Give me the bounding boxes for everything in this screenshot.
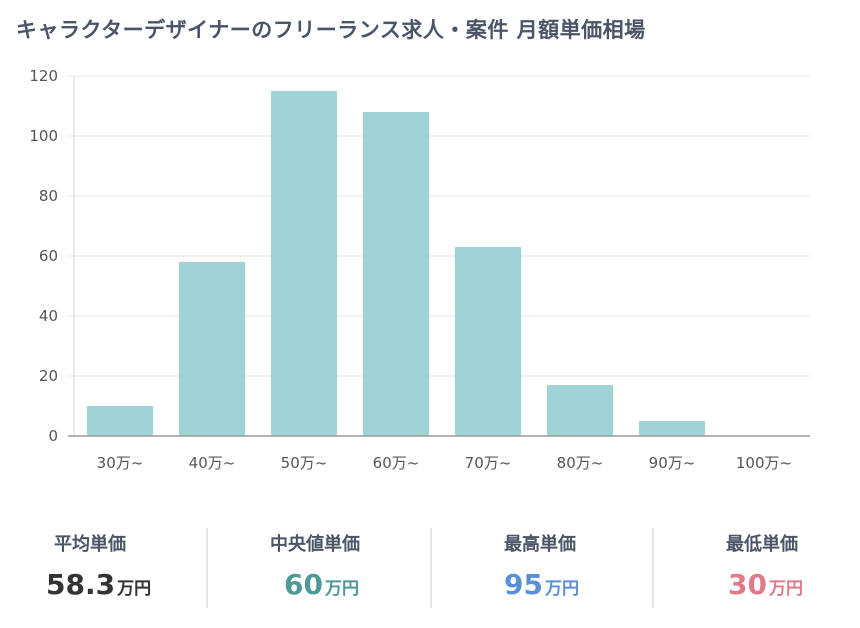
stat-average-number: 58.3 <box>46 568 116 601</box>
y-tick-label: 120 <box>29 67 58 85</box>
stat-min-unit: 万円 <box>768 579 803 599</box>
stat-min-number: 30 <box>728 568 767 601</box>
y-tick-label: 60 <box>39 247 58 265</box>
x-tick-label: 90万~ <box>649 454 696 472</box>
bar <box>178 262 246 436</box>
bar <box>362 112 430 436</box>
y-tick-label: 0 <box>48 427 58 445</box>
stat-average-value: 58.3 万円 <box>46 568 151 601</box>
stat-average-unit: 万円 <box>117 579 152 599</box>
stat-divider <box>206 528 208 608</box>
stat-max-number: 95 <box>504 568 543 601</box>
stat-average: 平均単価 58.3 万円 <box>0 528 206 608</box>
stat-divider <box>430 528 432 608</box>
x-tick-label: 70万~ <box>465 454 512 472</box>
stat-max-label: 最高単価 <box>504 534 576 555</box>
stat-median: 中央値単価 60 万円 <box>208 528 430 608</box>
bars <box>86 91 706 436</box>
stat-min: 最低単価 30 万円 <box>654 528 860 608</box>
stat-max-unit: 万円 <box>544 579 579 599</box>
stat-max: 最高単価 95 万円 <box>432 528 652 608</box>
x-tick-label: 60万~ <box>373 454 420 472</box>
bar <box>454 247 522 436</box>
y-tick-label: 40 <box>39 307 58 325</box>
x-axis: 30万~ 40万~ 50万~ 60万~ 70万~ 80万~ 90万~ 100万~ <box>68 435 810 472</box>
y-tick-label: 80 <box>39 187 58 205</box>
stat-divider <box>652 528 654 608</box>
bar <box>270 91 338 436</box>
stat-median-value: 60 万円 <box>284 568 359 601</box>
y-tick-label: 20 <box>39 367 58 385</box>
bar-chart: 0 20 40 60 80 100 120 30万~ 40万~ 50万~ 60万~ 70万~ 80万~… <box>29 67 810 472</box>
y-tick-label: 100 <box>29 127 58 145</box>
bar <box>546 385 614 436</box>
bar <box>638 421 706 436</box>
x-tick-label: 100万~ <box>736 454 792 472</box>
bar <box>86 406 154 436</box>
y-axis: 0 20 40 60 80 100 120 <box>29 67 75 445</box>
stat-median-unit: 万円 <box>324 579 359 599</box>
stat-min-value: 30 万円 <box>728 568 803 601</box>
stat-average-label: 平均単価 <box>54 534 126 555</box>
stat-max-value: 95 万円 <box>504 568 579 601</box>
x-tick-label: 50万~ <box>281 454 328 472</box>
stat-median-number: 60 <box>284 568 323 601</box>
x-tick-label: 30万~ <box>97 454 144 472</box>
stat-median-label: 中央値単価 <box>270 534 360 555</box>
x-tick-label: 80万~ <box>557 454 604 472</box>
stats-panel: 平均単価 58.3 万円 中央値単価 60 万円 最高単価 95 万円 最低単価 30… <box>0 528 860 608</box>
x-tick-label: 40万~ <box>189 454 236 472</box>
chart-title: キャラクターデザイナーのフリーランス求人・案件 月額単価相場 <box>16 18 646 42</box>
stat-min-label: 最低単価 <box>726 534 798 555</box>
